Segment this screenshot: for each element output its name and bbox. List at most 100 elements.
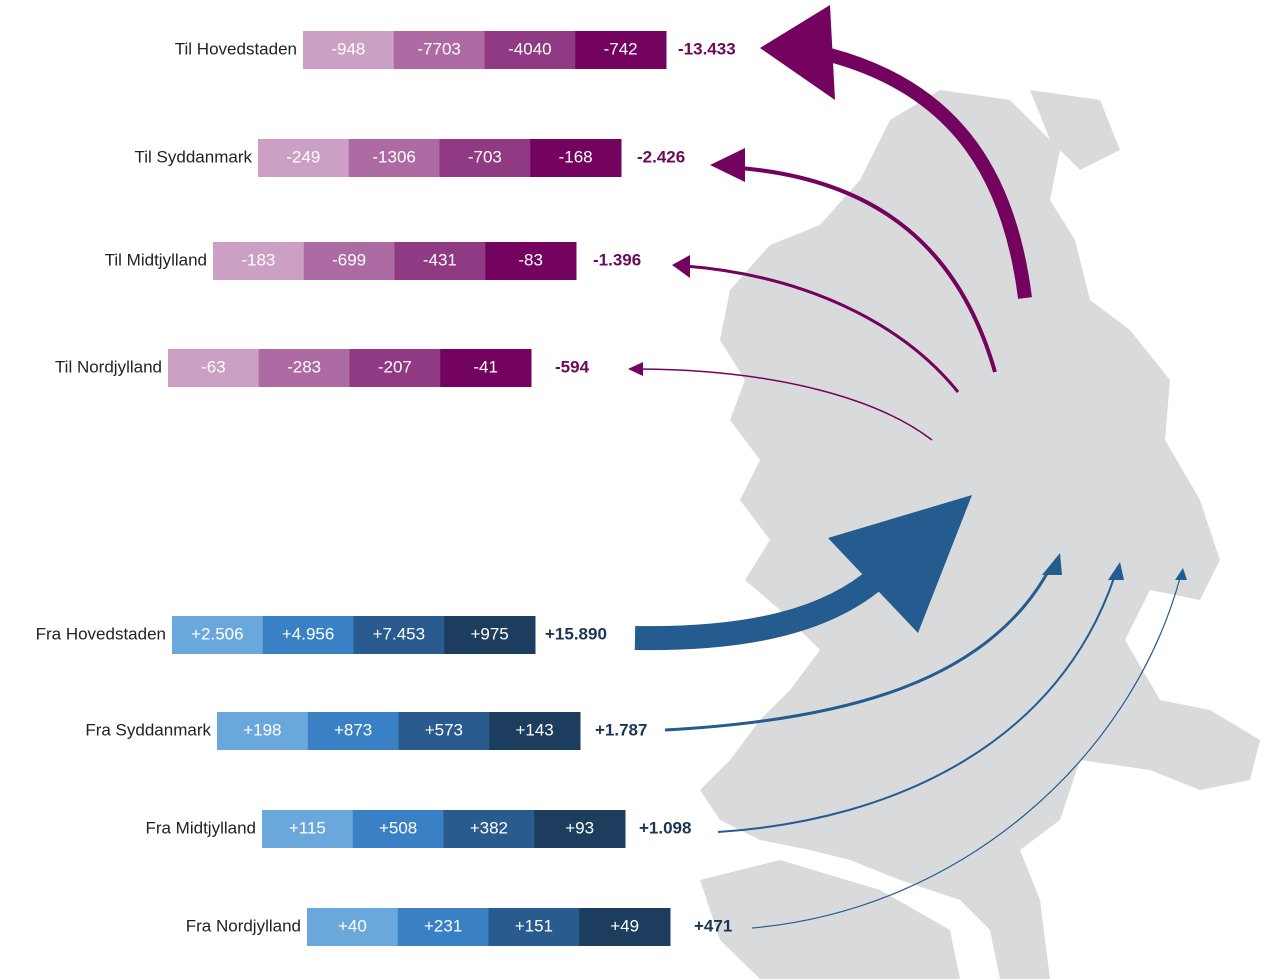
segment-label: +4.956 [282,624,334,643]
arrow [684,264,960,393]
segment-label: -7703 [417,39,460,58]
row-total: +15.890 [545,624,607,643]
arrows-out [639,48,1032,441]
segment [172,616,264,654]
arrowhead [1108,562,1124,580]
segment [530,139,622,177]
segment [307,908,399,946]
island-main [700,90,1260,979]
arrows-in [634,565,1181,929]
segment [575,31,667,69]
segment [398,712,490,750]
segment [258,349,350,387]
segment [439,139,531,177]
row-label: Fra Midtjylland [145,818,256,837]
arrowhead [628,362,643,376]
arrow [664,567,1052,732]
segment-label: +382 [470,818,508,837]
segment-label: +2.506 [191,624,243,643]
segment-label: -249 [286,147,320,166]
segment-label: +231 [424,916,462,935]
segment [440,349,532,387]
row-total: -1.396 [593,250,641,269]
segment-label: +198 [243,720,281,739]
segment-label: +975 [470,624,508,643]
segment-label: +93 [565,818,594,837]
row-total: +1.787 [595,720,647,739]
segment-label: -41 [473,357,498,376]
row-total: -13.433 [678,39,736,58]
segment [217,712,309,750]
segment-label: -183 [241,250,275,269]
row-total: -2.426 [637,147,685,166]
arrow [639,368,933,441]
segment [262,810,354,848]
segment-label: +143 [515,720,553,739]
segment-label: +40 [338,916,367,935]
segment [394,242,486,280]
segment [579,908,671,946]
segment [349,349,441,387]
arrow [828,48,1032,299]
segment [485,242,577,280]
row-label: Fra Hovedstaden [36,624,166,643]
arrow [739,166,997,373]
segment-label: -83 [518,250,543,269]
segment [393,31,485,69]
segment-label: +573 [425,720,463,739]
segment [303,31,395,69]
arrowhead [828,495,972,633]
arrowheads-out [628,5,835,376]
segment [168,349,260,387]
segment [484,31,576,69]
row-label: Til Hovedstaden [175,39,297,58]
row-total: +471 [694,916,732,935]
arrow [751,577,1181,929]
arrow [634,565,889,651]
segment [534,810,626,848]
row-label: Fra Nordjylland [186,916,301,935]
arrowhead [672,255,690,278]
segment-label: +508 [379,818,417,837]
segment-label: -948 [331,39,365,58]
row-label: Til Nordjylland [55,357,162,376]
arrowheads-in [828,495,1187,633]
segment [307,712,399,750]
row-label: Til Syddanmark [135,147,253,166]
segment [353,616,445,654]
segment-label: -168 [559,147,593,166]
segment [303,242,395,280]
segment-label: +7.453 [373,624,425,643]
segment-label: +873 [334,720,372,739]
segment-label: +151 [515,916,553,935]
segment-label: +115 [289,818,326,837]
segment [489,712,581,750]
arrowhead [710,148,745,182]
segment [262,616,354,654]
segment [444,616,536,654]
row-label: Til Midtjylland [105,250,207,269]
segment-label: -63 [201,357,226,376]
row-total: +1.098 [639,818,691,837]
segment [348,139,440,177]
segment-label: -703 [468,147,502,166]
segment-label: -1306 [372,147,415,166]
arrowhead [1175,568,1187,580]
segment [352,810,444,848]
segment-label: +49 [610,916,639,935]
segment [443,810,535,848]
arrowhead [1042,553,1062,575]
arrowhead [760,5,835,100]
row-total: -594 [555,357,590,376]
segment-label: -699 [332,250,366,269]
segment-label: -742 [604,39,638,58]
island-north [1030,90,1120,170]
segment [213,242,305,280]
row-label: Fra Syddanmark [85,720,211,739]
segment [488,908,580,946]
map [700,90,1260,979]
segment-label: -207 [378,357,412,376]
arrow [717,574,1116,833]
segment-label: -283 [287,357,321,376]
